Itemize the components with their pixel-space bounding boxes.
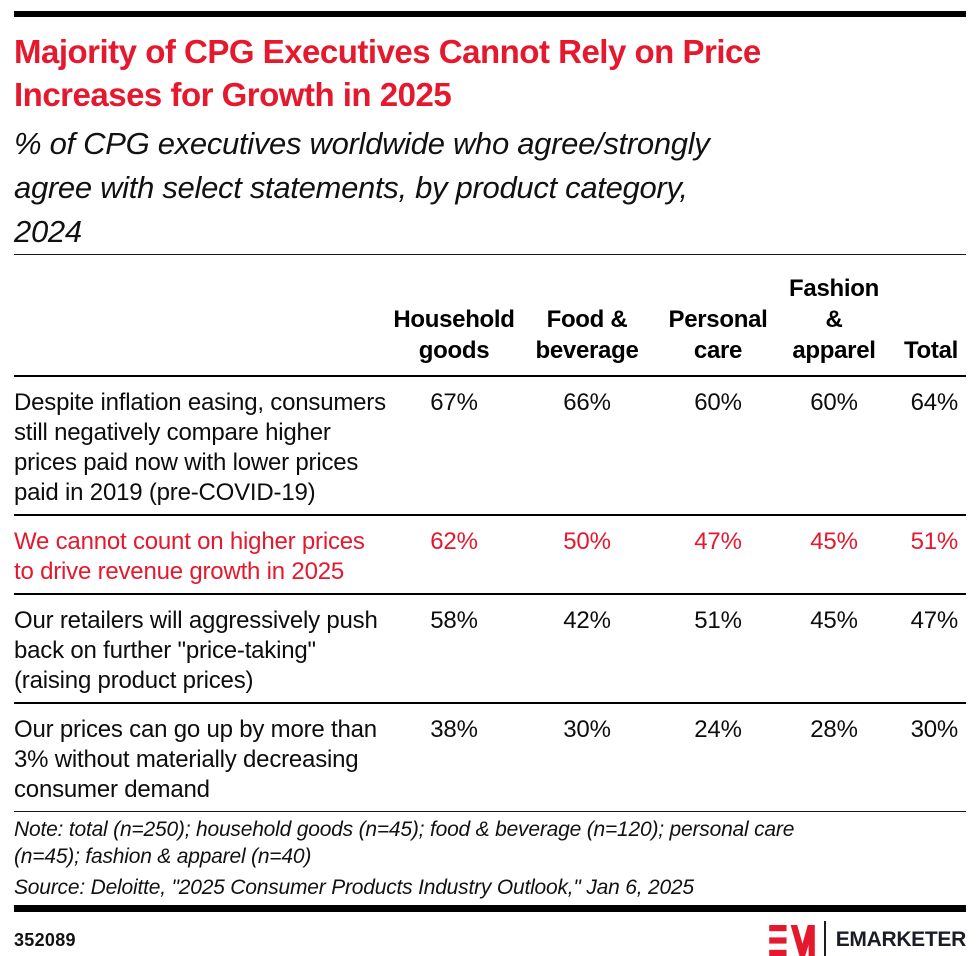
value-cell: 60% — [781, 376, 887, 516]
column-header-total: Total — [887, 254, 966, 377]
column-header-statement — [14, 254, 389, 377]
value-cell: 60% — [655, 376, 781, 516]
value-cell: 24% — [655, 703, 781, 812]
table-row-retailer-pushback: Our retailers will aggressively push bac… — [14, 594, 966, 704]
chart-source: Source: Deloitte, "2025 Consumer Product… — [14, 876, 694, 899]
emarketer-logo: EMARKETER — [768, 921, 967, 956]
emarketer-wordmark: EMARKETER — [835, 928, 967, 951]
value-cell: 30% — [887, 703, 966, 812]
table-row-higher-prices-highlighted: We cannot count on higher prices to driv… — [14, 515, 966, 595]
data-table: Household goods Food & beverage Personal… — [14, 254, 966, 812]
value-cell: 64% — [887, 376, 966, 516]
value-cell: 47% — [887, 594, 966, 704]
top-accent-bar — [14, 11, 966, 17]
statement-cell: Our retailers will aggressively push bac… — [14, 594, 389, 704]
logo-divider — [823, 921, 826, 956]
chart-note: Note: total (n=250); household goods (n=… — [14, 818, 795, 868]
value-cell: 67% — [389, 376, 519, 516]
chart-container: Majority of CPG Executives Cannot Rely o… — [0, 11, 980, 956]
value-cell: 42% — [519, 594, 655, 704]
chart-title: Majority of CPG Executives Cannot Rely o… — [14, 33, 761, 113]
statement-cell: We cannot count on higher prices to driv… — [14, 515, 389, 595]
column-header-household-goods: Household goods — [389, 254, 519, 377]
table-row-inflation-comparison: Despite inflation easing, consumers stil… — [14, 376, 966, 516]
value-cell: 66% — [519, 376, 655, 516]
value-cell: 51% — [887, 515, 966, 595]
chart-subtitle: % of CPG executives worldwide who agree/… — [14, 126, 710, 249]
value-cell: 51% — [655, 594, 781, 704]
value-cell: 47% — [655, 515, 781, 595]
chart-id: 352089 — [14, 929, 76, 950]
table-header-row: Household goods Food & beverage Personal… — [14, 254, 966, 377]
value-cell: 50% — [519, 515, 655, 595]
value-cell: 45% — [781, 515, 887, 595]
column-header-personal-care: Personal care — [655, 254, 781, 377]
value-cell: 62% — [389, 515, 519, 595]
value-cell: 38% — [389, 703, 519, 812]
emarketer-logo-mark-icon — [768, 924, 815, 956]
statement-cell: Despite inflation easing, consumers stil… — [14, 376, 389, 516]
column-header-food-beverage: Food & beverage — [519, 254, 655, 377]
value-cell: 45% — [781, 594, 887, 704]
value-cell: 58% — [389, 594, 519, 704]
bottom-accent-bar — [14, 905, 966, 912]
statement-cell: Our prices can go up by more than 3% wit… — [14, 703, 389, 812]
table-row-price-elasticity: Our prices can go up by more than 3% wit… — [14, 703, 966, 812]
column-header-fashion-apparel: Fashion & apparel — [781, 254, 887, 377]
footer: 352089 EMARKETER — [14, 921, 966, 956]
value-cell: 30% — [519, 703, 655, 812]
value-cell: 28% — [781, 703, 887, 812]
